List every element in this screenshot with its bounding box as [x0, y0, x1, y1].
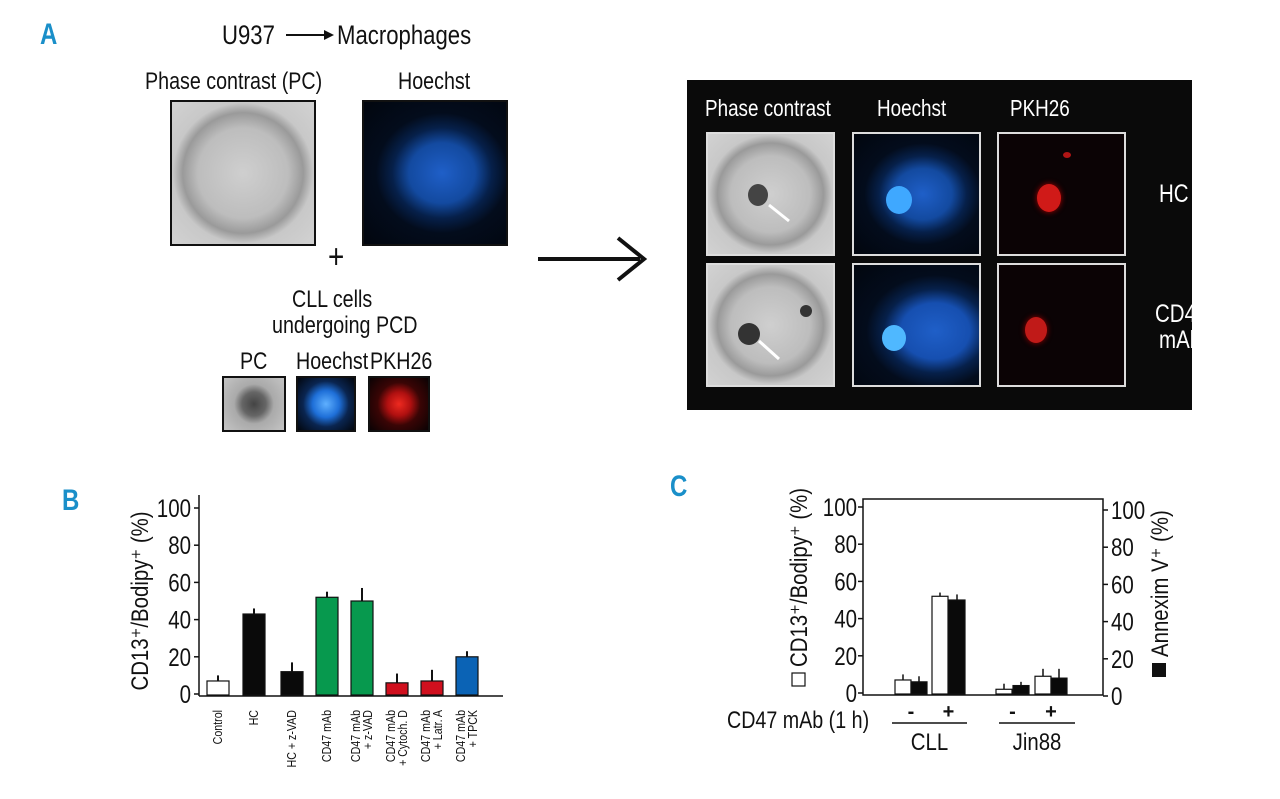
category-label: + TPCK	[465, 710, 480, 747]
right-y-tick-label: 100	[1111, 496, 1145, 524]
left-y-tick-label: 80	[834, 530, 857, 558]
cd47-hoechst-image	[852, 263, 981, 387]
plus-sign: +	[328, 238, 345, 276]
treatment-row-label: CD47 mAb (1 h)	[727, 706, 869, 733]
bar	[910, 681, 928, 695]
cll-hoechst-image	[296, 376, 356, 432]
cll-label-2: undergoing PCD	[272, 312, 418, 339]
category-label: CD47 mAb	[383, 710, 398, 762]
bar	[385, 682, 409, 696]
group-label: CLL	[911, 728, 948, 755]
right-y-tick-label: 60	[1111, 570, 1134, 598]
left-y-tick-label: 40	[834, 605, 857, 633]
category-label: CD47 mAb	[418, 710, 433, 762]
left-y-tick-label: 100	[823, 493, 857, 521]
y-tick-label: 60	[168, 568, 191, 596]
row-label-mab: mAb	[1159, 326, 1202, 354]
left-y-axis-label: CD13⁺/Bodipy⁺ (%)	[785, 488, 812, 667]
result-images-panel: Phase contrast Hoechst PKH26 HC CD47 mAb	[687, 80, 1207, 410]
row-label-cd47: CD47	[1155, 300, 1208, 328]
category-label: CD47 mAb	[453, 710, 468, 762]
left-y-tick-label: 60	[834, 567, 857, 595]
bar	[894, 679, 912, 695]
bar	[455, 656, 479, 696]
pc-label: Phase contrast (PC)	[145, 68, 323, 95]
header-phase-contrast: Phase contrast	[705, 95, 831, 121]
category-label: HC	[246, 710, 261, 726]
left-y-tick-label: 0	[846, 679, 857, 707]
y-tick-label: 0	[180, 680, 191, 708]
cll-pc-image	[222, 376, 286, 432]
title-macrophages: Macrophages	[337, 20, 472, 50]
right-y-tick-label: 80	[1111, 533, 1134, 561]
row-label-hc: HC	[1159, 180, 1189, 208]
category-label: HC + z-VAD	[284, 710, 299, 768]
hc-pkh26-image	[997, 132, 1126, 256]
hc-pc-image	[706, 132, 835, 256]
macrophage-pc-image	[170, 100, 316, 246]
treatment-sign: -	[908, 701, 915, 723]
cd47-pkh26-image	[997, 263, 1126, 387]
legend-white-square	[791, 672, 806, 687]
small-label-hoechst: Hoechst	[296, 348, 369, 375]
y-axis-label: CD13⁺/Bodipy⁺ (%)	[126, 511, 153, 690]
panel-letter-a: A	[40, 18, 58, 51]
y-tick-label: 20	[168, 643, 191, 671]
plot-frame	[862, 498, 1104, 696]
small-label-pc: PC	[240, 348, 268, 375]
bar	[1034, 675, 1052, 695]
macrophage-hoechst-image	[362, 100, 508, 246]
right-y-tick-label: 40	[1111, 608, 1134, 636]
bar	[420, 680, 444, 696]
panel-letter-c: C	[670, 470, 688, 503]
header-hoechst: Hoechst	[877, 95, 947, 121]
treatment-sign: +	[943, 701, 955, 723]
title-u937: U937	[222, 20, 275, 50]
y-tick-label: 100	[157, 494, 191, 522]
legend-black-square	[1152, 663, 1166, 677]
bar	[206, 680, 230, 696]
bar	[948, 599, 966, 695]
bar	[242, 613, 266, 696]
bar	[1050, 677, 1068, 695]
category-label: + z-VAD	[360, 710, 375, 749]
right-y-axis-label: Annexim V⁺ (%)	[1146, 510, 1173, 657]
category-label: CD47 mAb	[348, 710, 363, 762]
y-tick-label: 40	[168, 606, 191, 634]
right-y-tick-label: 20	[1111, 645, 1134, 673]
bar	[1012, 684, 1030, 695]
category-label: + Cytoch. D	[395, 710, 410, 766]
white-arrow-icon	[757, 339, 781, 361]
hoechst-label: Hoechst	[398, 68, 471, 95]
header-pkh26: PKH26	[1010, 95, 1070, 121]
white-arrow-icon	[768, 203, 790, 223]
bar	[280, 671, 304, 696]
cd47-pc-image	[706, 263, 835, 387]
group-label: Jin88	[1013, 728, 1062, 755]
small-label-pkh26: PKH26	[370, 348, 433, 375]
left-y-tick-label: 20	[834, 642, 857, 670]
category-label: CD47 mAb	[319, 710, 334, 762]
big-arrow-icon	[538, 236, 648, 282]
hc-hoechst-image	[852, 132, 981, 256]
bar	[350, 600, 374, 696]
panel-letter-b: B	[62, 484, 80, 517]
right-y-tick-label: 0	[1111, 682, 1122, 710]
cll-label-1: CLL cells	[292, 286, 373, 313]
arrow-icon	[286, 30, 334, 40]
chart-c: 0 0 20 20 40 40 60 60 80 80 100 100 CD13⁺/Bodipy⁺ (%…	[727, 488, 1173, 755]
bar	[315, 596, 339, 696]
category-label: Control	[210, 710, 225, 744]
treatment-sign: -	[1009, 701, 1016, 723]
bar	[931, 595, 949, 695]
bar	[995, 688, 1013, 695]
cll-pkh26-image	[368, 376, 430, 432]
y-tick-label: 80	[168, 531, 191, 559]
treatment-sign: +	[1045, 701, 1057, 723]
category-label: + Latr. A	[430, 710, 445, 749]
